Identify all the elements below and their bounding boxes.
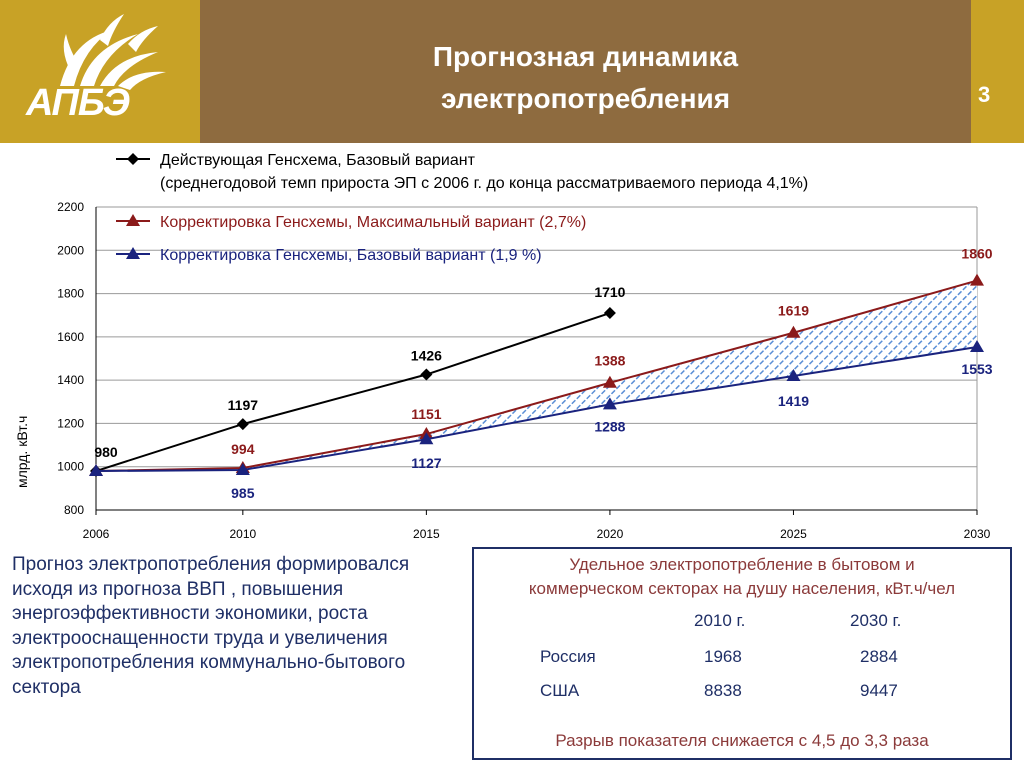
- sunburst-logo-icon: [60, 14, 166, 90]
- title-line-2: электропотребления: [440, 83, 731, 114]
- x-tick-label: 2020: [597, 527, 624, 541]
- forecast-range-area: [96, 280, 977, 472]
- col-header-2010: 2010 г.: [694, 611, 746, 630]
- data-label: 1860: [961, 246, 992, 262]
- data-label: 980: [94, 444, 118, 460]
- y-tick-label: 1400: [57, 373, 84, 387]
- cell-russia-2030: 2884: [860, 647, 898, 666]
- legend-marker: [126, 214, 140, 226]
- page-title: Прогнозная динамика электропотребления: [200, 36, 971, 120]
- x-tick-label: 2025: [780, 527, 807, 541]
- series-line: [95, 346, 978, 473]
- logo-panel: АПБЭ: [0, 0, 200, 143]
- data-label: 1151: [411, 406, 442, 422]
- x-tick-label: 2015: [413, 527, 440, 541]
- chart-series: [89, 273, 984, 478]
- title-line-1: Прогнозная динамика: [432, 41, 739, 72]
- legend-label: Действующая Генсхема, Базовый вариант: [160, 152, 476, 169]
- data-point: [970, 340, 984, 353]
- legend-marker: [126, 247, 140, 259]
- row-label-russia: Россия: [540, 647, 596, 666]
- logo-text: АПБЭ: [26, 82, 130, 124]
- table-title: Удельное электропотребление в бытовом и …: [474, 553, 1010, 601]
- y-tick-label: 2000: [57, 243, 84, 257]
- data-point: [970, 273, 984, 286]
- table-title-line-2: коммерческом секторах на душу населения,…: [528, 579, 956, 598]
- data-label: 1388: [594, 353, 625, 369]
- x-tick-label: 2030: [964, 527, 991, 541]
- y-tick-label: 1000: [57, 460, 84, 474]
- table-footer: Разрыв показателя снижается с 4,5 до 3,3…: [555, 731, 929, 750]
- data-point: [603, 307, 616, 320]
- forecast-note: Прогноз электропотребления формировался …: [12, 554, 410, 698]
- y-tick-label: 1600: [57, 330, 84, 344]
- per-capita-table: Удельное электропотребление в бытовом и …: [472, 547, 1012, 760]
- y-axis-label: млрд. кВт.ч: [14, 416, 30, 488]
- row-label-usa: США: [540, 681, 580, 700]
- title-panel: Прогнозная динамика электропотребления: [200, 0, 971, 143]
- y-tick-label: 800: [64, 503, 84, 517]
- table-title-line-1: Удельное электропотребление в бытовом и: [569, 555, 915, 574]
- data-point: [89, 464, 103, 477]
- cell-russia-2010: 1968: [704, 647, 742, 666]
- data-point: [602, 397, 617, 410]
- x-tick-label: 2010: [229, 527, 256, 541]
- forecast-chart: 800 1000 1200 1400 1600 1800 2000 2200 2006 2010…: [14, 152, 993, 541]
- y-axis: 800 1000 1200 1400 1600 1800 2000 2200: [57, 200, 97, 517]
- data-point: [786, 325, 801, 338]
- series-line: [95, 279, 978, 473]
- data-point: [419, 432, 434, 445]
- range-hatch: [96, 280, 977, 472]
- data-label: 1419: [778, 393, 809, 409]
- y-tick-label: 2200: [57, 200, 84, 214]
- col-header-2030: 2030 г.: [850, 611, 902, 630]
- cell-usa-2030: 9447: [860, 681, 898, 700]
- legend-label: Корректировка Генсхемы, Максимальный вар…: [160, 214, 586, 231]
- cell-usa-2010: 8838: [704, 681, 742, 700]
- data-point: [236, 418, 249, 431]
- legend-label-line-2: (среднегодовой темп прироста ЭП с 2006 г…: [160, 175, 808, 192]
- series-line: [95, 312, 611, 472]
- page-number: 3: [978, 82, 991, 107]
- data-point: [235, 462, 250, 475]
- data-point: [786, 369, 801, 382]
- legend-marker: [127, 153, 139, 165]
- data-label: 1553: [961, 361, 992, 377]
- data-labels: 980 1197 1426 1710 994 1151 1388 1619 1860 985 112…: [94, 246, 992, 501]
- data-label: 994: [231, 441, 255, 457]
- chart-legend: Действующая Генсхема, Базовый вариант (ср…: [116, 152, 808, 264]
- data-label: 1426: [411, 348, 442, 364]
- data-label: 1710: [594, 284, 625, 300]
- x-axis: 2006 2010 2015 2020 2025 2030: [83, 509, 991, 541]
- y-tick-label: 1800: [57, 287, 84, 301]
- legend-label: Корректировка Генсхемы, Базовый вариант …: [160, 247, 542, 264]
- data-label: 985: [231, 485, 255, 501]
- data-point: [602, 375, 617, 388]
- y-tick-label: 1200: [57, 416, 84, 430]
- data-label: 1127: [411, 455, 442, 471]
- data-label: 1619: [778, 303, 809, 319]
- data-label: 1288: [594, 418, 625, 434]
- data-label: 1197: [228, 397, 259, 413]
- x-tick-label: 2006: [83, 527, 110, 541]
- data-point: [420, 368, 433, 381]
